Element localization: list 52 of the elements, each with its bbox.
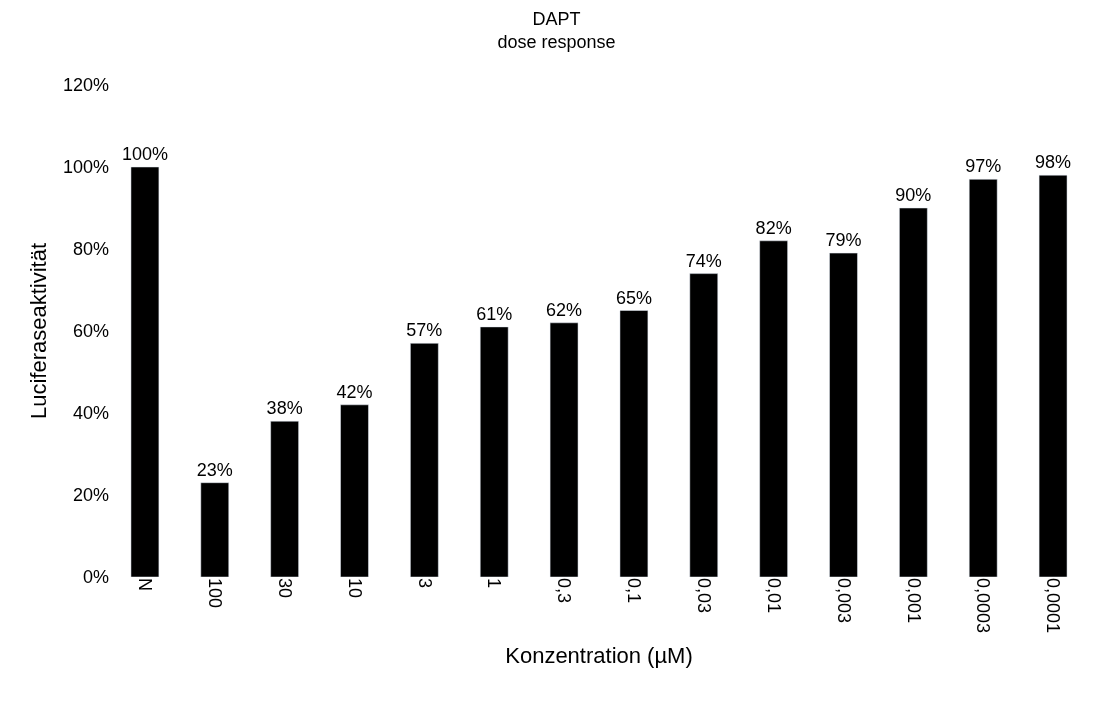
- y-tick-label: 20%: [72, 485, 109, 506]
- x-tick-label: 1: [484, 578, 505, 589]
- x-tick-label: 0,1: [624, 578, 645, 604]
- y-tick-label: 80%: [72, 239, 109, 260]
- bar: [759, 240, 788, 577]
- data-label: 90%: [895, 185, 932, 205]
- bar: [270, 420, 299, 577]
- x-tick-label: 10: [344, 578, 365, 599]
- data-label: 82%: [755, 217, 792, 238]
- data-label: 57%: [406, 320, 443, 341]
- bar: [130, 166, 160, 577]
- bar: [200, 482, 230, 577]
- x-tick-label: 3: [414, 578, 435, 589]
- x-tick-label: 100: [204, 578, 225, 609]
- bar: [899, 207, 928, 577]
- bar: [340, 404, 369, 577]
- data-label: 79%: [825, 230, 862, 251]
- data-label: 97%: [965, 156, 1002, 177]
- data-label: 98%: [1035, 152, 1072, 173]
- y-tick-label: 40%: [72, 403, 109, 424]
- data-label: 23%: [196, 459, 233, 480]
- x-tick-label: 0,001: [903, 578, 924, 624]
- chart-title: DAPT dose response: [497, 8, 616, 52]
- x-tick-label: 0,0003: [973, 578, 994, 634]
- x-tick-label: 0,003: [833, 578, 854, 624]
- x-tick-label: 0,01: [763, 578, 784, 614]
- bar: [1038, 174, 1068, 577]
- bar: [549, 322, 579, 577]
- y-tick-label: 0%: [82, 567, 109, 588]
- x-tick-label: N: [135, 578, 156, 591]
- data-label: 42%: [336, 381, 373, 402]
- bar: [619, 310, 649, 577]
- bar: [689, 273, 719, 577]
- bar: [479, 326, 509, 577]
- y-tick-label: 120%: [62, 75, 109, 96]
- y-tick-label: 100%: [62, 157, 109, 178]
- x-tick-label: 30: [274, 578, 295, 599]
- data-label: 62%: [546, 299, 583, 320]
- x-tick-label: 0,3: [554, 578, 575, 604]
- x-axis-title: Konzentration (µM): [505, 642, 693, 668]
- y-tick-label: 60%: [72, 321, 109, 342]
- data-label: 74%: [685, 250, 722, 271]
- x-tick-label: 0,03: [693, 578, 714, 614]
- bar: [968, 179, 998, 577]
- data-label: 100%: [121, 144, 168, 164]
- data-label: 38%: [266, 398, 303, 419]
- y-axis-title: Luciferaseaktivität: [25, 242, 51, 420]
- bar: [410, 343, 439, 577]
- x-tick-label: 0,0001: [1043, 578, 1064, 634]
- data-label: 65%: [615, 287, 652, 308]
- bar: [829, 252, 858, 577]
- data-label: 61%: [476, 303, 513, 324]
